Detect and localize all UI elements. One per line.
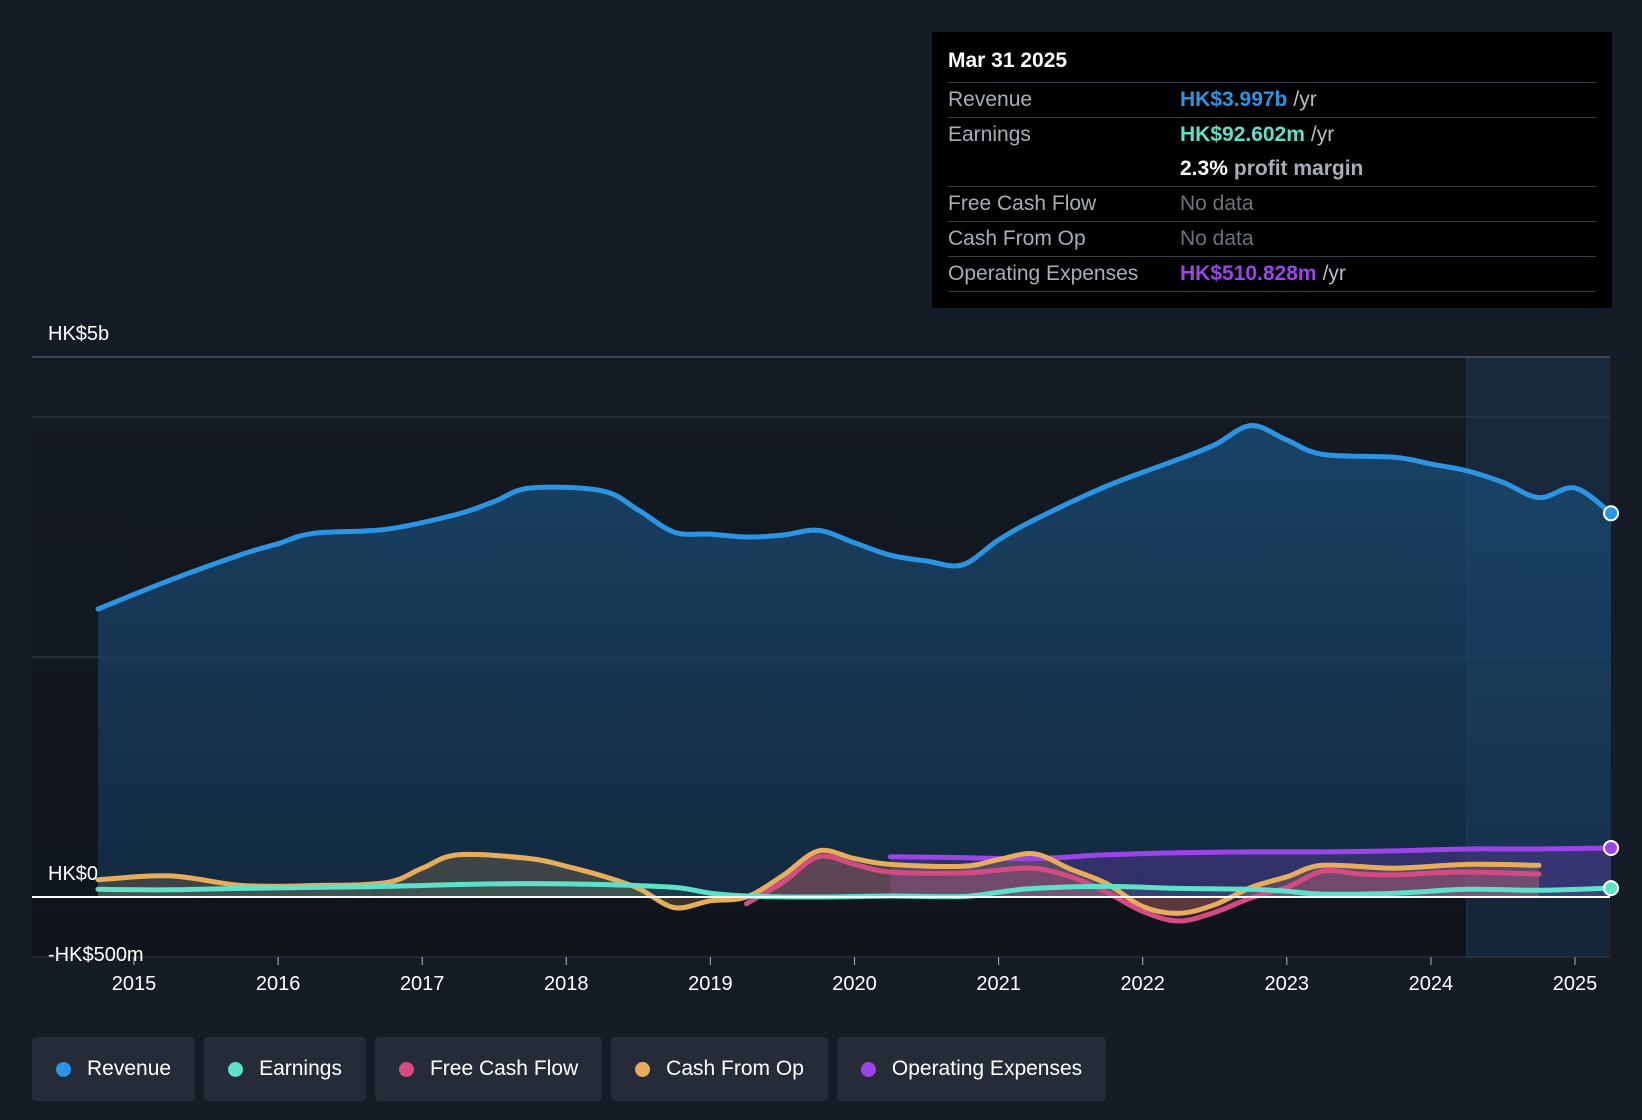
tooltip-value: HK$92.602m	[1180, 123, 1305, 146]
y-axis-label: HK$0	[48, 863, 98, 885]
legend-item-earnings[interactable]: Earnings	[204, 1037, 366, 1101]
endpoint-dot-revenue	[1603, 505, 1620, 522]
tooltip-row-cfo: Cash From Op No data	[948, 221, 1596, 256]
legend-dot-icon	[56, 1061, 71, 1077]
tooltip-value: HK$510.828m	[1180, 262, 1317, 285]
y-axis-label: -HK$500m	[48, 944, 144, 966]
x-axis-label: 2018	[544, 973, 589, 995]
tooltip-row-opex: Operating Expenses HK$510.828m /yr	[948, 256, 1596, 291]
tooltip-unit: profit margin	[1233, 157, 1364, 180]
tooltip-value: 2.3%	[1180, 157, 1228, 180]
x-axis-label: 2021	[976, 973, 1021, 995]
legend-label: Free Cash Flow	[429, 1057, 579, 1080]
x-axis-label: 2023	[1265, 973, 1310, 995]
tooltip-value: HK$3.997b	[1180, 88, 1288, 111]
series-area-revenue	[98, 425, 1611, 897]
x-axis-label: 2019	[688, 973, 733, 995]
tooltip-row-margin: 2.3% profit margin	[948, 152, 1596, 186]
x-axis-label: 2020	[832, 973, 877, 995]
series-line-revenue	[95, 423, 1614, 612]
tooltip-row-earnings: Earnings HK$92.602m /yr	[948, 117, 1596, 152]
legend-label: Cash From Op	[666, 1057, 804, 1080]
legend-label: Earnings	[259, 1057, 342, 1080]
tooltip-value: No data	[1180, 192, 1254, 215]
tooltip-unit: /yr	[1293, 88, 1317, 111]
tooltip-divider	[948, 291, 1596, 292]
legend: Revenue Earnings Free Cash Flow Cash Fro…	[32, 1037, 1107, 1101]
y-axis-label: HK$5b	[48, 323, 109, 345]
tooltip-label: Earnings	[948, 123, 1031, 146]
legend-dot-icon	[398, 1061, 414, 1077]
tooltip-unit: /yr	[1322, 262, 1346, 285]
x-axis-label: 2022	[1120, 973, 1165, 995]
tooltip-date: Mar 31 2025	[948, 49, 1068, 72]
legend-label: Revenue	[87, 1057, 172, 1080]
endpoint-dot-earnings	[1603, 880, 1620, 897]
tooltip-value: No data	[1180, 227, 1254, 250]
x-axis-label: 2015	[112, 973, 157, 995]
tooltip-unit: /yr	[1310, 123, 1335, 146]
legend-item-revenue[interactable]: Revenue	[32, 1037, 196, 1101]
legend-label: Operating Expenses	[891, 1057, 1083, 1080]
tooltip-label: Free Cash Flow	[948, 192, 1097, 215]
legend-dot-icon	[860, 1061, 876, 1077]
x-axis-label: 2017	[400, 973, 445, 995]
tooltip-row-revenue: Revenue HK$3.997b /yr	[948, 82, 1596, 117]
tooltip-label: Revenue	[948, 88, 1033, 111]
x-axis-label: 2025	[1553, 973, 1598, 995]
legend-dot-icon	[635, 1061, 651, 1077]
endpoint-dot-operating-expenses	[1603, 839, 1620, 856]
legend-dot-icon	[228, 1061, 244, 1077]
legend-item-operating-expenses[interactable]: Operating Expenses	[836, 1037, 1107, 1101]
x-axis-label: 2024	[1409, 973, 1454, 995]
legend-item-free-cash-flow[interactable]: Free Cash Flow	[374, 1037, 603, 1101]
series-line-free-cash-flow	[743, 853, 1542, 924]
tooltip-label: Cash From Op	[948, 227, 1086, 250]
legend-item-cash-from-op[interactable]: Cash From Op	[611, 1037, 828, 1101]
tooltip-panel: Mar 31 2025 Revenue HK$3.997b /yr Earnin…	[932, 32, 1612, 308]
tooltip-row-fcf: Free Cash Flow No data	[948, 186, 1596, 221]
x-axis-label: 2016	[256, 973, 301, 995]
tooltip-label: Operating Expenses	[948, 262, 1139, 285]
